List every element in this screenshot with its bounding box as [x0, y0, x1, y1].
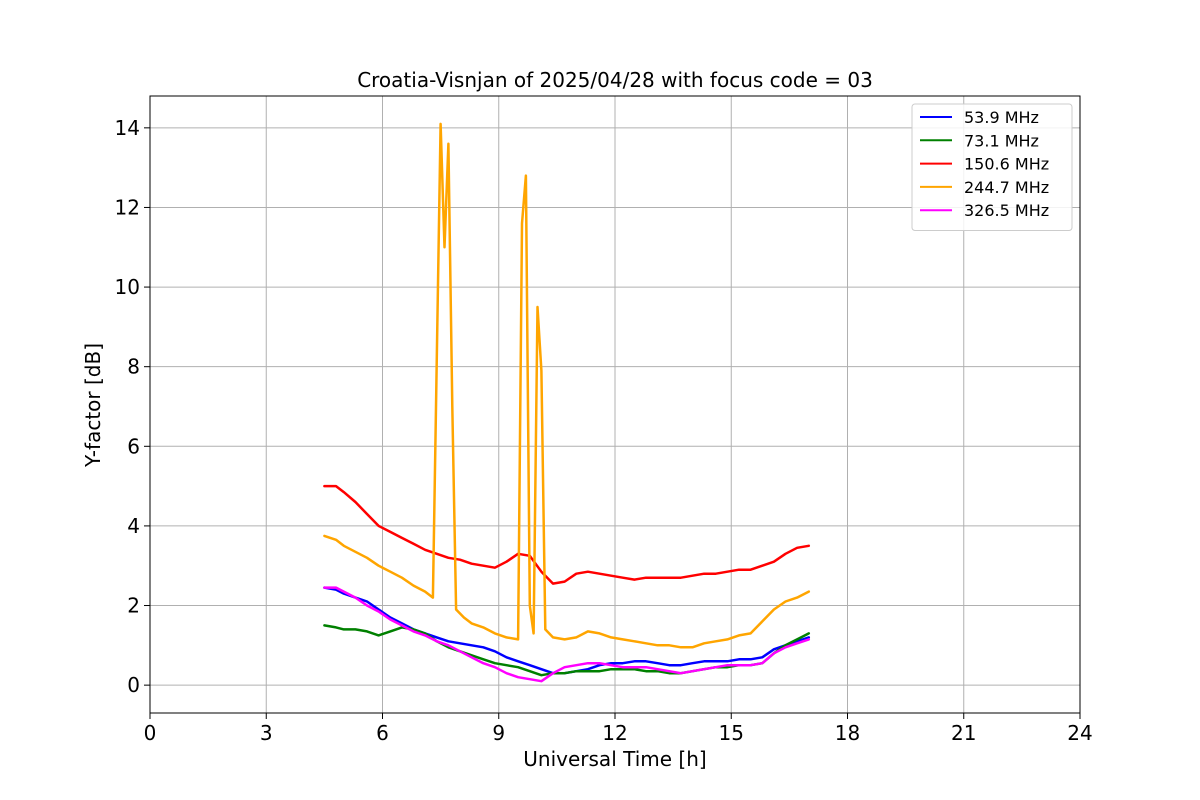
x-tick-label: 9 — [492, 721, 505, 745]
legend-box — [911, 103, 1073, 231]
legend-entry-4: 326.5 MHz — [964, 201, 1049, 220]
x-tick-label: 3 — [260, 721, 273, 745]
y-tick-label: 10 — [115, 275, 140, 299]
y-axis: 0 2 4 6 8 10 12 14 — [115, 116, 150, 697]
series-line-3 — [323, 122, 811, 649]
legend-entry-2: 150.6 MHz — [964, 155, 1049, 174]
legend-entry-0: 53.9 MHz — [964, 108, 1039, 127]
x-tick-label: 18 — [835, 721, 860, 745]
legend: 53.9 MHz 73.1 MHz 150.6 MHz 244.7 MHz 32… — [911, 103, 1073, 231]
y-tick-label: 8 — [127, 355, 140, 379]
x-tick-label: 6 — [376, 721, 389, 745]
plot-area — [323, 122, 811, 683]
y-tick-label: 6 — [127, 434, 140, 458]
x-tick-label: 0 — [144, 721, 157, 745]
y-tick-label: 14 — [115, 116, 140, 140]
legend-entry-1: 73.1 MHz — [964, 131, 1039, 150]
y-tick-label: 4 — [127, 514, 140, 538]
y-tick-label: 12 — [115, 195, 140, 219]
x-axis: 0 3 6 9 12 15 18 21 24 — [144, 713, 1093, 745]
x-tick-label: 21 — [951, 721, 976, 745]
series-line-2 — [323, 484, 811, 585]
chart-title: Croatia-Visnjan of 2025/04/28 with focus… — [357, 68, 873, 92]
series-line-4 — [323, 586, 811, 683]
series-line-1 — [323, 624, 811, 677]
x-tick-label: 24 — [1067, 721, 1092, 745]
legend-entry-3: 244.7 MHz — [964, 178, 1049, 197]
x-tick-label: 15 — [719, 721, 744, 745]
x-tick-label: 12 — [602, 721, 627, 745]
y-axis-label: Y-factor [dB] — [81, 343, 105, 468]
y-tick-label: 0 — [127, 673, 140, 697]
x-axis-label: Universal Time [h] — [523, 747, 706, 771]
y-tick-label: 2 — [127, 594, 140, 618]
